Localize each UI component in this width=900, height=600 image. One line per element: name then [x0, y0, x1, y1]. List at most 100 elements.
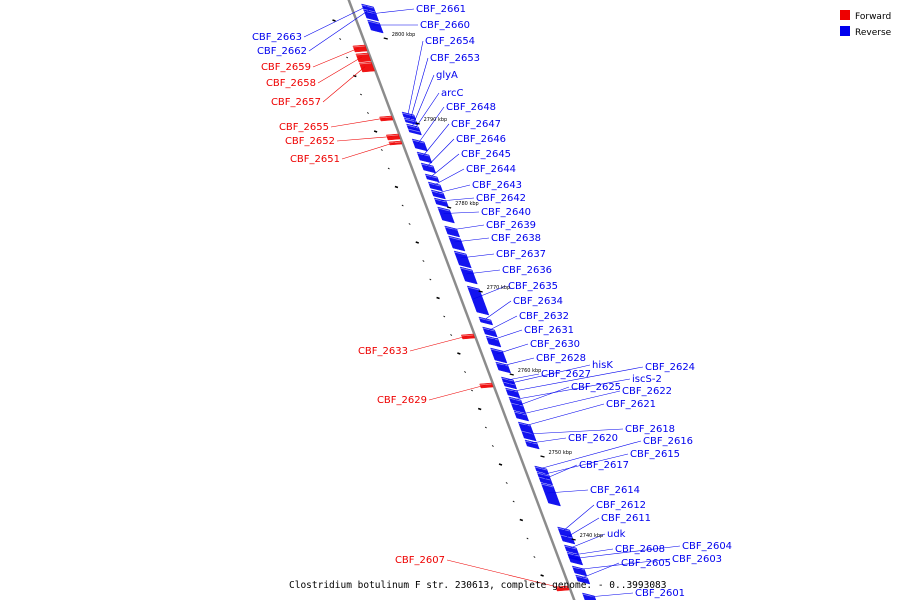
gene-label-cbf-2603[interactable]: CBF_2603 — [672, 554, 722, 565]
gene-connector-cbf-2654 — [407, 40, 424, 115]
gene-feature-highlight — [524, 440, 538, 445]
scale-dash — [519, 518, 524, 522]
gene-label-glya[interactable]: glyA — [436, 70, 458, 81]
gene-connector-cbf-2605 — [581, 562, 620, 579]
gene-label-cbf-2654[interactable]: CBF_2654 — [425, 36, 475, 47]
gene-label-cbf-2639[interactable]: CBF_2639 — [486, 220, 536, 231]
gene-label-cbf-2620[interactable]: CBF_2620 — [568, 433, 618, 444]
gene-label-cbf-2604[interactable]: CBF_2604 — [682, 541, 732, 552]
gene-label-cbf-2622[interactable]: CBF_2622 — [622, 386, 672, 397]
gene-label-cbf-2611[interactable]: CBF_2611 — [601, 513, 651, 524]
scale-dash — [387, 167, 390, 170]
gene-feature-highlight — [564, 545, 577, 550]
gene-label-cbf-2642[interactable]: CBF_2642 — [476, 193, 526, 204]
gene-label-cbf-2621[interactable]: CBF_2621 — [606, 399, 656, 410]
gene-label-cbf-2614[interactable]: CBF_2614 — [590, 485, 640, 496]
gene-label-cbf-2628[interactable]: CBF_2628 — [536, 353, 586, 364]
gene-feature-cbf-2639 — [444, 225, 461, 238]
gene-feature-highlight — [572, 566, 585, 571]
gene-connector-cbf-2646 — [426, 138, 455, 167]
legend-label-reverse: Reverse — [855, 28, 892, 38]
gene-label-cbf-2646[interactable]: CBF_2646 — [456, 134, 506, 145]
gene-label-cbf-2658[interactable]: CBF_2658 — [266, 78, 316, 89]
scale-dash — [380, 149, 383, 151]
gene-label-cbf-2617[interactable]: CBF_2617 — [579, 460, 629, 471]
gene-connector-cbf-2636 — [466, 269, 501, 275]
gene-label-cbf-2627[interactable]: CBF_2627 — [541, 369, 591, 380]
legend: Forward Reverse — [840, 10, 892, 38]
gene-label-cbf-2663[interactable]: CBF_2663 — [252, 32, 302, 43]
gene-label-cbf-2640[interactable]: CBF_2640 — [481, 207, 531, 218]
gene-label-cbf-2638[interactable]: CBF_2638 — [491, 233, 541, 244]
scale-dash — [366, 112, 369, 114]
gene-label-cbf-2635[interactable]: CBF_2635 — [508, 281, 558, 292]
gene-connector-cbf-2640 — [443, 211, 480, 214]
gene-connector-glya — [412, 74, 435, 127]
gene-feature-highlight — [514, 411, 527, 416]
gene-label-cbf-2645[interactable]: CBF_2645 — [461, 149, 511, 160]
gene-label-cbf-2624[interactable]: CBF_2624 — [645, 362, 695, 373]
gene-label-cbf-2660[interactable]: CBF_2660 — [420, 20, 470, 31]
gene-label-cbf-2612[interactable]: CBF_2612 — [596, 500, 646, 511]
gene-label-cbf-2625[interactable]: CBF_2625 — [571, 382, 621, 393]
gene-label-arcc[interactable]: arcC — [441, 88, 464, 99]
kbp-tick — [478, 290, 483, 293]
gene-feature-highlight — [560, 534, 573, 539]
scale-dash — [540, 574, 544, 577]
scale-dash — [429, 278, 432, 281]
kbp-tick-label: 2740 kbp — [580, 533, 604, 539]
gene-label-cbf-2618[interactable]: CBF_2618 — [625, 424, 675, 435]
kbp-tick — [509, 373, 514, 376]
kbp-tick — [383, 37, 388, 40]
gene-label-cbf-2615[interactable]: CBF_2615 — [630, 449, 680, 460]
gene-label-cbf-2662[interactable]: CBF_2662 — [257, 46, 307, 57]
gene-label-cbf-2633[interactable]: CBF_2633 — [358, 346, 408, 357]
gene-label-cbf-2644[interactable]: CBF_2644 — [466, 164, 516, 175]
gene-feature-highlight — [485, 336, 499, 341]
gene-connector-cbf-2621 — [524, 403, 605, 427]
gene-connector-cbf-2638 — [454, 237, 490, 243]
gene-label-cbf-2608[interactable]: CBF_2608 — [615, 544, 665, 555]
gene-connector-cbf-2637 — [460, 253, 495, 259]
gene-connector-cbf-2652 — [336, 136, 393, 142]
gene-label-cbf-2648[interactable]: CBF_2648 — [446, 102, 496, 113]
gene-label-cbf-2659[interactable]: CBF_2659 — [261, 62, 311, 73]
gene-label-cbf-2653[interactable]: CBF_2653 — [430, 53, 480, 64]
gene-label-cbf-2634[interactable]: CBF_2634 — [513, 296, 563, 307]
gene-connector-cbf-2603 — [578, 558, 671, 570]
gene-label-iscs-2[interactable]: iscS-2 — [632, 374, 662, 385]
gene-feature-highlight — [575, 575, 588, 580]
gene-label-cbf-2632[interactable]: CBF_2632 — [519, 311, 569, 322]
gene-label-cbf-2637[interactable]: CBF_2637 — [496, 249, 546, 260]
gene-feature-cbf-2657 — [358, 61, 375, 73]
gene-label-cbf-2661[interactable]: CBF_2661 — [416, 4, 466, 15]
gene-label-cbf-2655[interactable]: CBF_2655 — [279, 122, 329, 133]
gene-label-cbf-2643[interactable]: CBF_2643 — [472, 180, 522, 191]
label-layer: CBF_2663 CBF_2662 CBF_2661 CBF_2660 CBF_2659… — [252, 4, 732, 599]
gene-label-udk[interactable]: udk — [607, 529, 626, 540]
gene-label-cbf-2651[interactable]: CBF_2651 — [290, 154, 340, 165]
gene-connector-cbf-2662 — [308, 9, 370, 52]
gene-label-cbf-2616[interactable]: CBF_2616 — [643, 436, 693, 447]
gene-label-cbf-2631[interactable]: CBF_2631 — [524, 325, 574, 336]
gene-label-cbf-2629[interactable]: CBF_2629 — [377, 395, 427, 406]
gene-label-cbf-2647[interactable]: CBF_2647 — [451, 119, 501, 130]
gene-label-cbf-2630[interactable]: CBF_2630 — [530, 339, 580, 350]
gene-label-hisk[interactable]: hisK — [592, 360, 613, 371]
gene-label-cbf-2607[interactable]: CBF_2607 — [395, 555, 445, 566]
scale-dash — [505, 482, 508, 484]
gene-connector-arcc — [413, 92, 440, 131]
gene-feature-cbf-2635 — [466, 285, 490, 316]
scale-dash — [353, 74, 357, 78]
gene-label-cbf-2605[interactable]: CBF_2605 — [621, 558, 671, 569]
gene-label-cbf-2601[interactable]: CBF_2601 — [635, 588, 685, 599]
gene-label-cbf-2657[interactable]: CBF_2657 — [271, 97, 321, 108]
gene-feature-cbf-2618 — [520, 429, 537, 442]
gene-feature-cbf-2637 — [453, 250, 472, 269]
gene-label-cbf-2636[interactable]: CBF_2636 — [502, 265, 552, 276]
scale-dash — [471, 389, 473, 392]
gene-label-cbf-2652[interactable]: CBF_2652 — [285, 136, 335, 147]
scale-dash — [408, 223, 411, 225]
gene-connector-cbf-2617 — [544, 464, 578, 480]
gene-feature-highlight — [362, 8, 376, 13]
